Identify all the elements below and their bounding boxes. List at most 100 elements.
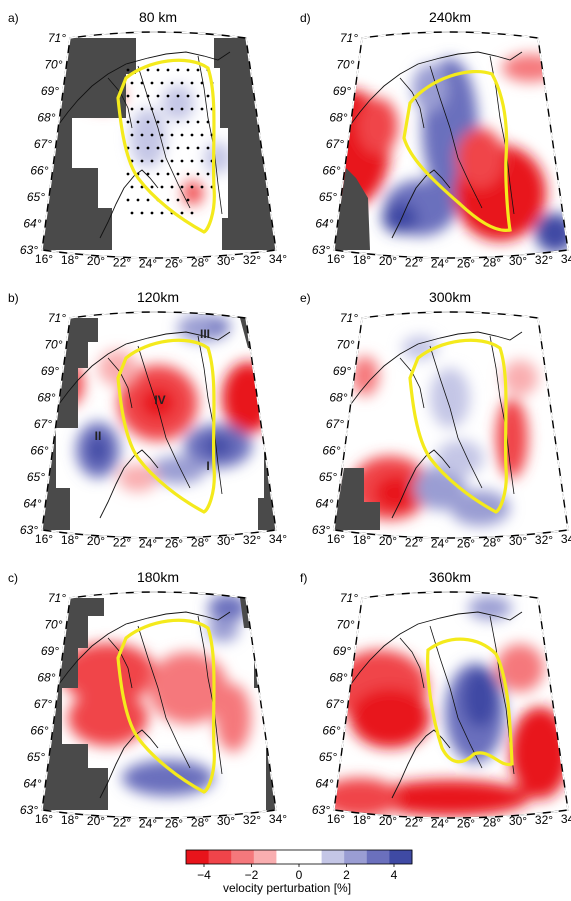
station-dot bbox=[176, 68, 180, 72]
panel-depth-title: 300km bbox=[429, 289, 471, 305]
station-dot bbox=[136, 198, 140, 202]
station-dot bbox=[176, 120, 180, 124]
no-data-region bbox=[334, 468, 380, 530]
lon-label: 16° bbox=[35, 252, 53, 266]
colorbar-tick-label: −2 bbox=[245, 868, 259, 882]
lat-label: 69° bbox=[41, 84, 59, 98]
station-dot bbox=[176, 146, 180, 150]
slow-anomaly bbox=[148, 652, 228, 724]
lat-label: 71° bbox=[48, 591, 66, 605]
fast-anomaly bbox=[468, 596, 512, 620]
station-dot bbox=[150, 211, 154, 215]
station-dot bbox=[190, 107, 194, 111]
map-frame-dashes bbox=[41, 591, 277, 819]
panel-depth-title: 120km bbox=[137, 289, 179, 305]
lat-label: 70° bbox=[336, 58, 354, 72]
lon-label: 22° bbox=[405, 535, 423, 549]
fast-anomaly bbox=[150, 456, 206, 484]
no-data-mask bbox=[334, 468, 380, 530]
station-dot bbox=[200, 159, 204, 163]
slow-anomaly bbox=[496, 398, 528, 478]
fast-anomaly bbox=[130, 108, 166, 168]
fast-anomaly bbox=[88, 436, 108, 464]
country-border bbox=[137, 345, 191, 489]
panel-f: 71° 70° 69° 68° 67° 66° 65° 64° 63°16° 18° 20° 22° 2… bbox=[300, 569, 571, 830]
fast-anomaly bbox=[382, 202, 418, 234]
panel-letter: b) bbox=[8, 291, 19, 305]
station-dot bbox=[150, 159, 154, 163]
lat-label: 64° bbox=[23, 777, 41, 791]
station-dot bbox=[136, 94, 140, 98]
map-content bbox=[42, 32, 276, 258]
lon-label: 28° bbox=[191, 815, 209, 829]
station-dot bbox=[206, 120, 210, 124]
lat-label: 68° bbox=[329, 111, 347, 125]
station-dot bbox=[160, 185, 164, 189]
lon-label: 26° bbox=[457, 256, 475, 270]
lon-label: 32° bbox=[535, 813, 553, 827]
lon-label: 16° bbox=[327, 812, 345, 826]
station-dot bbox=[206, 94, 210, 98]
station-dot bbox=[130, 185, 134, 189]
coastline bbox=[391, 169, 451, 239]
station-dot bbox=[200, 133, 204, 137]
no-data-region bbox=[42, 598, 108, 810]
station-dot bbox=[130, 81, 134, 85]
station-dot bbox=[130, 133, 134, 137]
craton-outline bbox=[116, 58, 216, 234]
station-dot bbox=[126, 94, 130, 98]
region-label: II bbox=[95, 429, 102, 443]
fast-anomaly bbox=[412, 64, 448, 112]
coastline bbox=[55, 51, 231, 129]
lat-label: 69° bbox=[41, 644, 59, 658]
lat-label: 64° bbox=[315, 777, 333, 791]
lon-label: 24° bbox=[431, 256, 449, 270]
station-dot bbox=[170, 159, 174, 163]
lon-label: 24° bbox=[139, 816, 157, 830]
colorbar-tick-label: 0 bbox=[296, 868, 303, 882]
lat-label: 70° bbox=[44, 338, 62, 352]
colorbar-swatch bbox=[389, 850, 413, 864]
map-content bbox=[42, 592, 276, 818]
station-dot bbox=[190, 133, 194, 137]
station-dot bbox=[196, 172, 200, 176]
country-border bbox=[197, 335, 223, 495]
lon-label: 30° bbox=[509, 814, 527, 828]
station-dot bbox=[166, 146, 170, 150]
station-dot bbox=[196, 94, 200, 98]
lat-label: 70° bbox=[336, 338, 354, 352]
station-dot bbox=[140, 133, 144, 137]
lat-label: 67° bbox=[326, 137, 344, 151]
station-dot bbox=[140, 211, 144, 215]
station-dot bbox=[206, 146, 210, 150]
station-dot bbox=[130, 107, 134, 111]
station-dot bbox=[180, 133, 184, 137]
station-dot bbox=[126, 120, 130, 124]
lon-label: 32° bbox=[243, 253, 261, 267]
station-dot bbox=[136, 146, 140, 150]
lon-label: 20° bbox=[87, 534, 105, 548]
lat-label: 65° bbox=[319, 470, 337, 484]
lat-label: 71° bbox=[340, 591, 358, 605]
station-dot bbox=[136, 120, 140, 124]
station-dot bbox=[180, 159, 184, 163]
slow-anomaly bbox=[334, 778, 400, 818]
country-border bbox=[399, 637, 425, 689]
lon-label: 32° bbox=[243, 533, 261, 547]
slow-anomaly bbox=[510, 707, 568, 799]
lon-label: 30° bbox=[217, 814, 235, 828]
craton-outline bbox=[116, 618, 216, 794]
panel-letter: f) bbox=[300, 571, 307, 585]
coastline bbox=[55, 611, 231, 689]
lon-label: 18° bbox=[353, 253, 371, 267]
coastline bbox=[99, 449, 159, 519]
station-dot bbox=[150, 81, 154, 85]
map-frame-dashes bbox=[333, 591, 569, 819]
slow-anomaly bbox=[496, 644, 544, 692]
lon-label: 26° bbox=[165, 256, 183, 270]
lon-label: 28° bbox=[483, 535, 501, 549]
lat-label: 68° bbox=[37, 111, 55, 125]
no-data-region bbox=[240, 318, 276, 530]
lon-label: 34° bbox=[269, 532, 287, 546]
station-dot bbox=[146, 172, 150, 176]
